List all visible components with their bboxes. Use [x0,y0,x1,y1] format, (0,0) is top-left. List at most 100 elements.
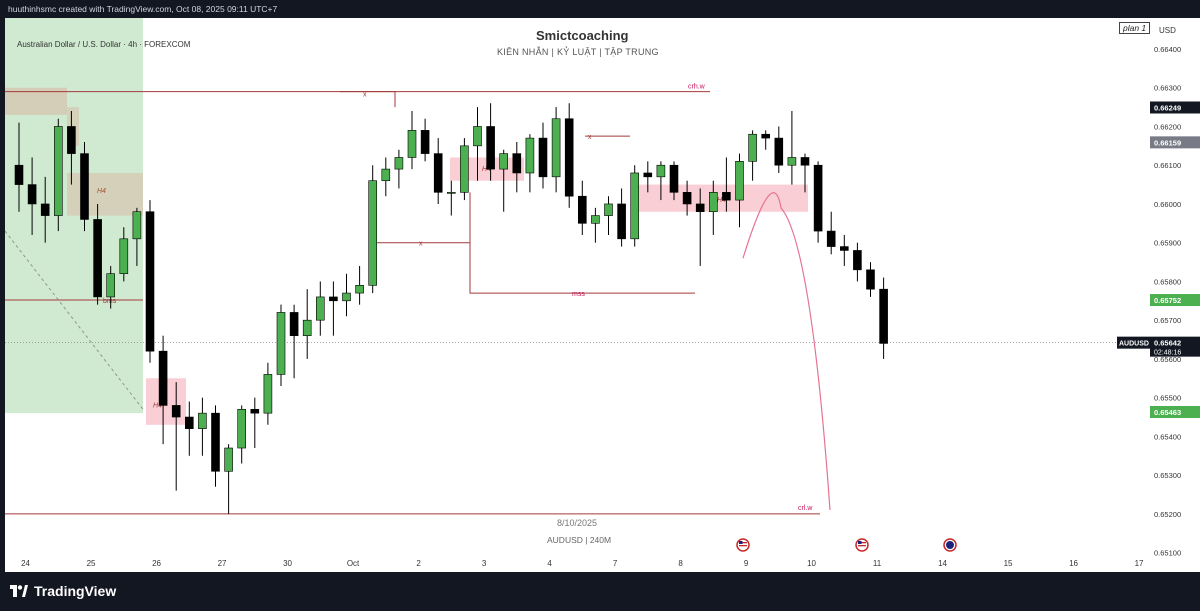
candle-body [368,180,378,286]
candle-body [329,296,338,302]
y-tick-label: 0.65900 [1154,239,1181,248]
candle [394,149,404,189]
candle-body [630,172,640,240]
x-tick-label: 26 [152,559,161,568]
x-tick-label: 7 [613,559,618,568]
tradingview-logo[interactable]: TradingView [10,583,116,599]
footer-brand: TradingView [34,583,117,599]
y-tick-label: 0.66100 [1154,161,1181,170]
candle [551,107,561,193]
candle-body [276,312,286,375]
candle-body [420,130,430,154]
x-tick-label: 25 [87,559,96,568]
created-text: huuthinhsmc created with TradingView.com… [8,4,278,14]
header-bar: huuthinhsmc created with TradingView.com… [0,0,1200,18]
x-label: x [419,241,423,248]
x-tick-label: 9 [744,559,749,568]
candle [879,277,888,359]
candle-body [407,130,417,158]
candle [145,200,155,363]
candle [355,265,364,305]
h4-label: H4 [482,166,491,173]
candle-body [263,374,273,414]
candle-body [342,292,351,302]
candle [774,126,784,173]
candle-body [486,126,495,170]
h4-label: H4 [97,188,106,195]
candle-body [289,312,299,336]
x-tick-label: 2 [416,559,421,568]
candle [250,397,260,449]
x-tick-label: 3 [482,559,487,568]
candle-body [132,211,142,240]
x-tick-label: 17 [1135,559,1144,568]
candle [119,227,129,282]
candle [512,141,522,193]
candle-body [433,153,443,193]
candle [813,161,823,243]
price-label: 0.65463 [1154,408,1181,417]
candle-body [853,250,862,271]
candle-body [250,408,260,414]
candle-body [106,273,115,298]
candle [669,161,679,201]
candle [198,397,207,456]
candle-body [774,137,784,166]
candle [853,242,862,282]
y-tick-label: 0.66300 [1154,84,1181,93]
price-axis[interactable]: 0.65100 0.65200 0.65300 0.65400 0.65500 0.656… [1150,18,1200,572]
candle-body [551,118,561,178]
x-tick-label: 30 [283,559,292,568]
candle [708,180,718,235]
flag-stripe [858,542,866,544]
candle-body [748,133,757,162]
candle [27,157,37,235]
y-tick-label: 0.65800 [1154,277,1181,286]
candle-body [145,211,155,352]
candle [866,262,875,297]
chart-panel[interactable]: H4 H4 H4 H4 crh.w crl.w bms mss x x x 24 25 26 27 30 Oct… [5,18,1150,572]
candle-body [682,192,692,205]
y-tick-label: 0.66000 [1154,200,1181,209]
candle-body [80,153,89,220]
candle [67,110,76,185]
candle-body [866,269,875,290]
y-tick-label: 0.66400 [1154,45,1181,54]
x-tick-label: 24 [21,559,30,568]
candle [211,405,220,487]
candle [591,207,600,243]
x-tick-label: 8 [678,559,683,568]
candle [787,110,797,185]
x-tick-label: 4 [547,559,552,568]
brown-zone [67,172,143,216]
candle-body [564,118,574,197]
current-price-box [1150,336,1200,357]
candle-body [302,319,312,336]
candle [407,110,417,170]
watermark-subtitle: KIÊN NHẪN | KỶ LUẬT | TẬP TRUNG [497,47,659,57]
x-tick-label: Oct [347,559,360,568]
footer-bar: TradingView [0,572,1200,611]
candle [499,149,509,212]
candle [93,203,102,305]
candle-body [604,203,613,216]
candle [276,304,286,387]
candle [617,188,626,247]
candle-body [93,219,102,298]
candle-body [800,157,810,166]
y-tick-label: 0.65500 [1154,394,1181,403]
candle-body [735,161,744,201]
flag-stripe [739,545,747,547]
countdown-label: 02:48:16 [1154,350,1181,357]
candle [420,118,430,162]
candle [800,153,810,193]
x-label: x [588,134,592,141]
x-tick-label: 10 [807,559,816,568]
watermark-date: 8/10/2025 [557,518,598,528]
plan-label[interactable]: plan 1 [1119,22,1151,34]
candle-body [237,408,246,449]
currency-label: USD [1159,26,1176,35]
candle [171,382,181,491]
candle-body [14,164,24,185]
